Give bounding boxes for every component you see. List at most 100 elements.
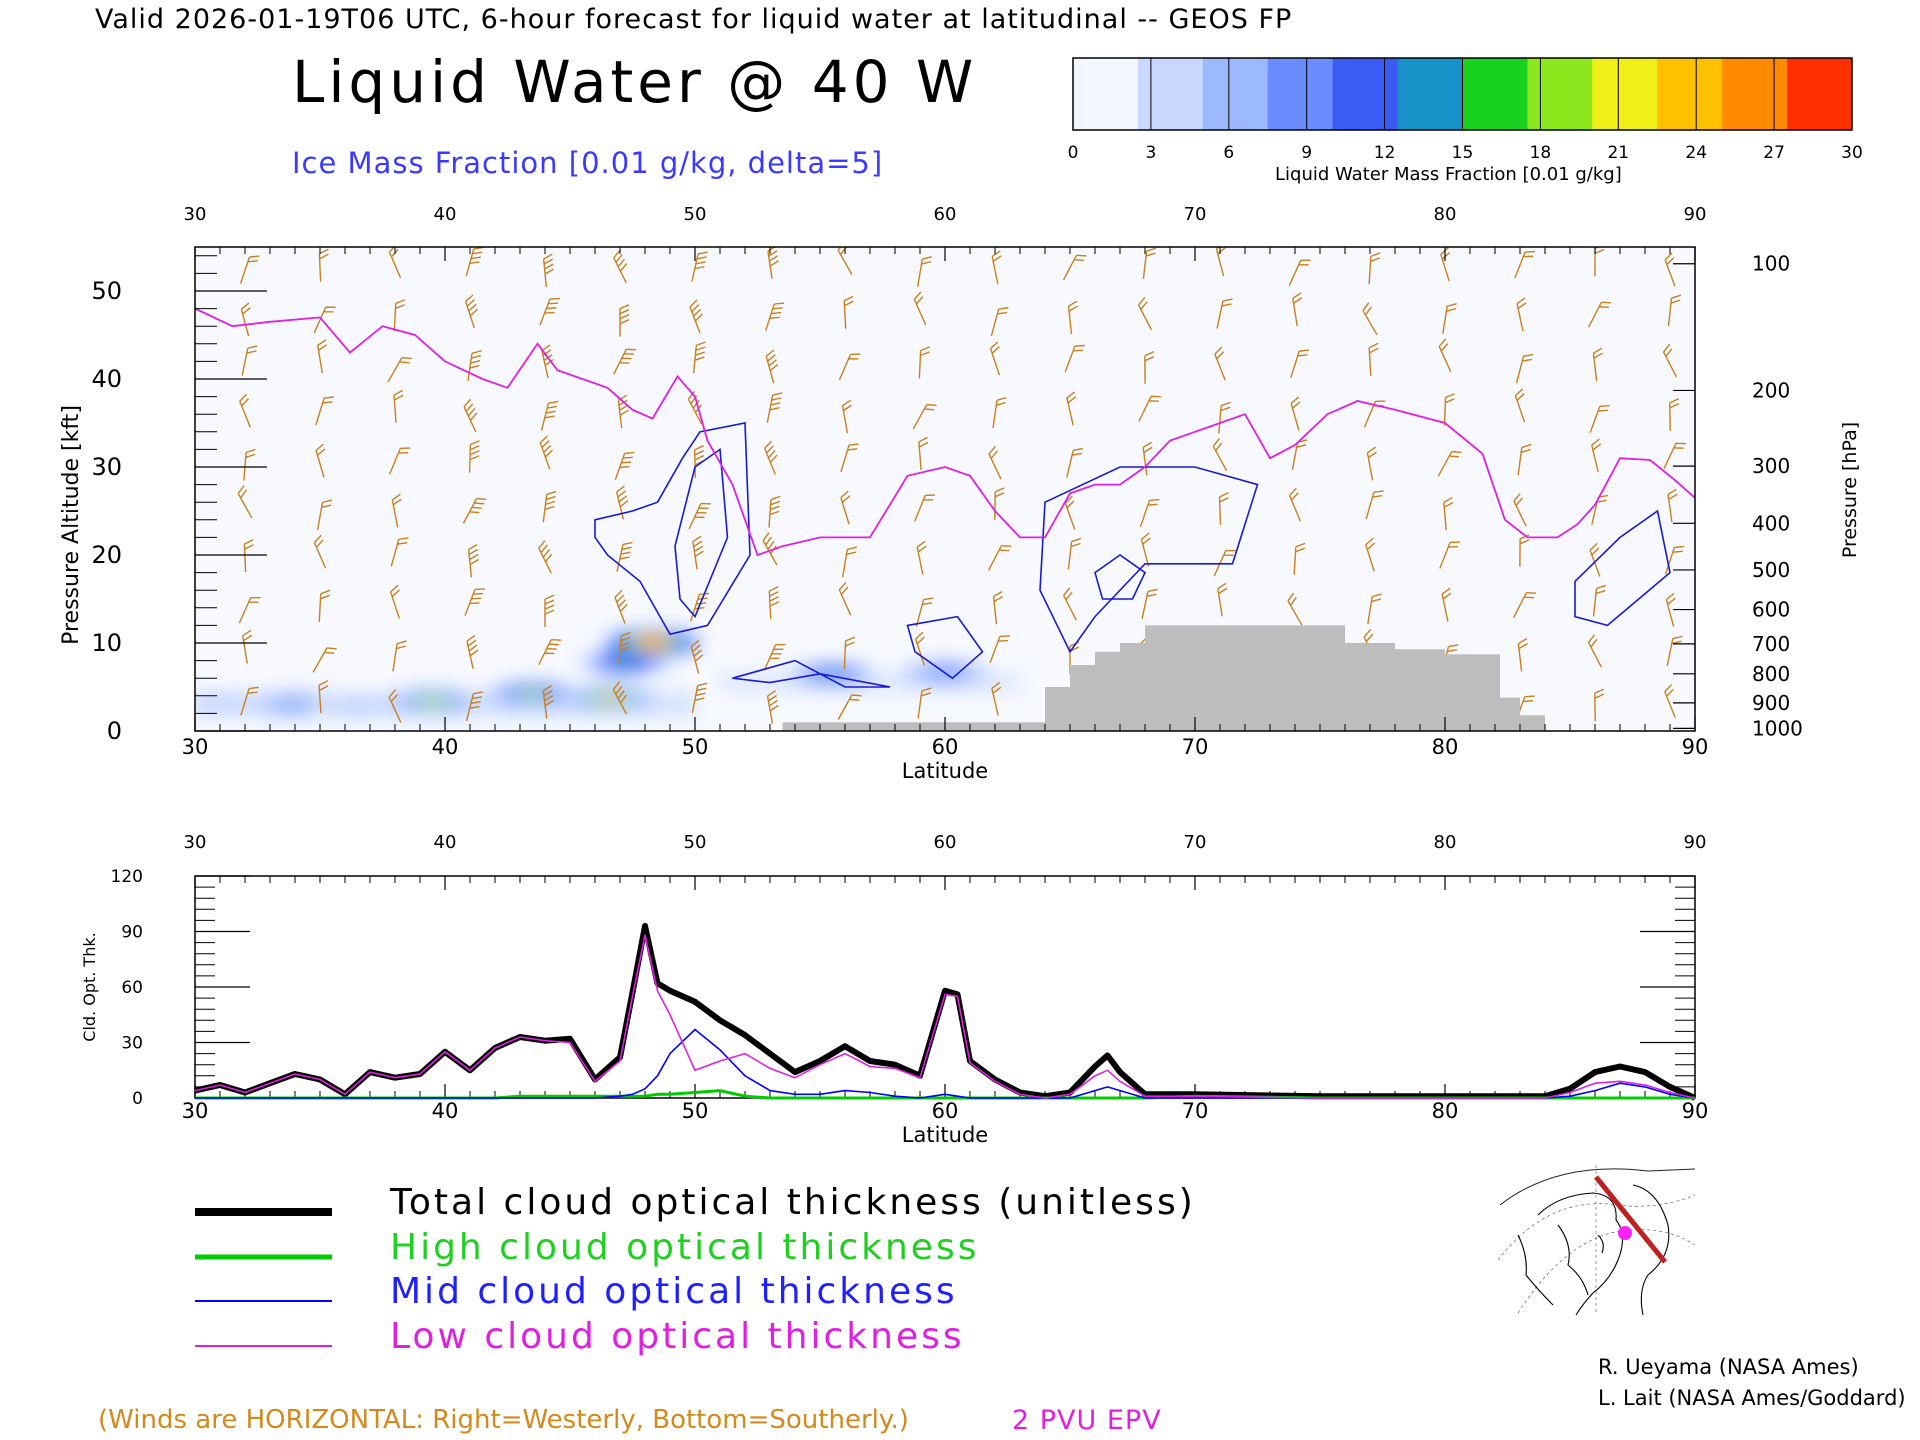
wind-barb-feather [698, 507, 709, 510]
wind-barb [238, 596, 261, 624]
wind-barb [1667, 488, 1678, 523]
wind-barb [767, 247, 779, 279]
wind-barb-feather [621, 631, 631, 637]
wind-barb [1216, 298, 1233, 329]
wind-barb-feather [1366, 542, 1376, 551]
wind-barb [1592, 347, 1603, 382]
legend-label-low: Low cloud optical thickness [390, 1316, 965, 1357]
wind-barb-feather [1668, 493, 1678, 501]
wind-barb-feather [1442, 592, 1452, 600]
top-x-tick-label-upper: 50 [684, 204, 707, 225]
colorbar-tick-label: 6 [1223, 143, 1234, 163]
wind-barb-feather [1149, 498, 1160, 502]
wind-barb-feather [1292, 292, 1302, 299]
wind-barb [239, 255, 260, 284]
colorbar-tick-label: 12 [1374, 143, 1396, 163]
wind-barb-feather [622, 456, 633, 459]
wind-barb [915, 597, 934, 627]
wind-barb-feather [694, 450, 704, 456]
wind-barb [466, 634, 479, 669]
wind-barb-feather [988, 445, 996, 455]
wind-barb-feather [1365, 633, 1374, 642]
top-x-tick-label: 80 [1432, 735, 1459, 759]
wind-barb-feather [1594, 693, 1605, 699]
wind-barb [838, 581, 852, 616]
wind-barb [540, 400, 559, 431]
wind-barb-feather [397, 541, 408, 545]
wind-barb-feather [769, 316, 780, 320]
wind-barb [691, 251, 708, 282]
wind-barb [614, 451, 635, 480]
wind-barb [689, 299, 703, 334]
wind-barb-feather [1074, 258, 1085, 262]
wind-barb-feather [619, 309, 630, 315]
wind-barb-feather [767, 247, 777, 252]
wind-barb-feather [1370, 252, 1381, 258]
wind-barb [1368, 252, 1381, 285]
top-y-tick-label: 20 [91, 541, 122, 569]
colorbar-tick-label: 27 [1763, 143, 1785, 163]
wind-barb-feather [847, 448, 858, 451]
wind-barb-feather [1218, 587, 1228, 595]
wind-barb-feather [618, 599, 627, 608]
wind-barb-feather [996, 401, 1006, 406]
wind-barb [1288, 487, 1302, 522]
wind-barb-feather [619, 500, 629, 508]
legend-label-high: High cloud optical thickness [390, 1227, 980, 1268]
wind-barb-feather [769, 255, 779, 262]
wind-barb-feather [837, 247, 845, 251]
wind-barb-feather [1142, 537, 1151, 545]
wind-barb-feather [921, 260, 932, 265]
ice-contour [674, 447, 729, 619]
wind-barb-feather [997, 311, 1008, 315]
wind-barb [992, 590, 1003, 625]
pressure-tick-label: 300 [1752, 454, 1790, 478]
wind-barb-feather [1445, 393, 1455, 399]
wind-barb-feather [395, 299, 406, 305]
legend-label-mid: Mid cloud optical thickness [390, 1271, 958, 1312]
wind-barb-feather [474, 502, 485, 505]
wind-barb [1516, 297, 1527, 332]
wind-barb-feather [1667, 597, 1676, 605]
wind-barb-feather [844, 300, 854, 307]
wind-barb-feather [469, 649, 479, 657]
wind-barb-feather [323, 311, 334, 313]
wind-barb-feather [542, 685, 553, 692]
wind-barb [768, 586, 780, 620]
wind-barb-feather [1664, 684, 1673, 693]
wind-barb-feather [469, 445, 480, 451]
wind-barb-feather [541, 344, 551, 352]
wind-barb [1063, 587, 1077, 621]
wind-barb-feather [1523, 700, 1533, 703]
wind-barb-feather [1516, 393, 1525, 401]
wind-barb [316, 499, 333, 531]
wind-barb-feather [1438, 338, 1447, 347]
wind-barb [1142, 441, 1153, 476]
cross-section-plot: 3030404050506060707080809090010203040501… [59, 204, 1861, 783]
wind-barb-feather [1676, 442, 1686, 445]
wind-barb-feather [1220, 406, 1231, 412]
wind-barb-feather [1223, 554, 1234, 556]
wind-barb-feather [1598, 409, 1608, 412]
wind-barb-feather [548, 400, 559, 404]
wind-barb-feather [767, 540, 775, 550]
wind-barb [1290, 349, 1310, 379]
top-x-tick-label-upper: 80 [1434, 204, 1457, 225]
wind-barb [1592, 584, 1607, 617]
wind-barb-feather [241, 398, 249, 407]
wind-barb [1666, 635, 1683, 667]
pressure-tick-label: 900 [1752, 691, 1790, 715]
wind-barb [239, 393, 251, 428]
wind-barb [313, 306, 336, 334]
wind-barb-feather [1073, 349, 1084, 352]
wind-barb-feather [1671, 294, 1682, 299]
wind-barb [990, 306, 1009, 337]
colorbar-tick-label: 24 [1685, 143, 1707, 163]
wind-barb [393, 299, 406, 332]
top-x-tick-label: 30 [182, 735, 209, 759]
top-xlabel: Latitude [902, 759, 988, 783]
wind-barb-feather [615, 254, 623, 263]
wind-barb-feather [991, 250, 1001, 258]
wind-barb-feather [765, 349, 775, 357]
wind-barb [616, 541, 633, 572]
